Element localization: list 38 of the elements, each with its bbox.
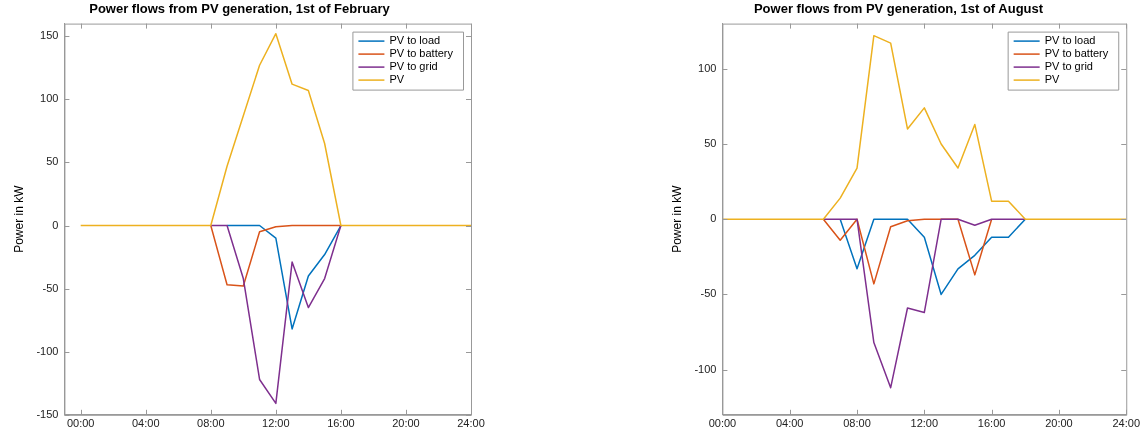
chart-title: Power flows from PV generation, 1st of February (89, 1, 391, 17)
x-tick-label: 00:00 (66, 417, 95, 430)
y-tick-label: -100 (36, 344, 59, 357)
y-tick-label: 0 (52, 218, 59, 231)
x-tick-label: 08:00 (843, 417, 871, 430)
y-tick-label: -50 (42, 281, 59, 294)
x-tick-label: 08:00 (197, 417, 225, 430)
y-tick-label: 150 (40, 29, 59, 42)
x-tick-label: 24:00 (1112, 417, 1140, 430)
y-tick-label: 100 (40, 92, 59, 105)
y-tick-label: 100 (698, 61, 717, 74)
legend-label: PV to battery (389, 47, 454, 60)
y-tick-label: -50 (700, 287, 717, 300)
legend-label: PV to load (1044, 34, 1096, 47)
x-tick-label: 20:00 (1045, 417, 1073, 430)
y-axis-title: Power in kW (669, 184, 684, 253)
y-axis-title: Power in kW (11, 184, 26, 253)
legend-label: PV to grid (389, 60, 438, 73)
x-tick-label: 16:00 (977, 417, 1006, 430)
legend-label: PV (389, 73, 405, 86)
x-tick-label: 12:00 (910, 417, 939, 430)
y-tick-label: -100 (694, 362, 717, 375)
x-tick-label: 16:00 (327, 417, 355, 430)
y-tick-label: -150 (36, 407, 59, 420)
legend-label: PV to grid (1044, 60, 1093, 73)
x-tick-label: 20:00 (392, 417, 420, 430)
legend-label: PV (1044, 73, 1060, 86)
y-tick-label: 50 (704, 137, 717, 149)
x-tick-label: 24:00 (457, 417, 485, 430)
legend-label: PV to battery (1044, 47, 1109, 60)
x-tick-label: 04:00 (131, 417, 160, 430)
x-tick-label: 12:00 (262, 417, 290, 430)
x-tick-label: 04:00 (775, 417, 804, 430)
chart-title: Power flows from PV generation, 1st of August (753, 1, 1044, 17)
legend-label: PV to load (389, 34, 441, 47)
y-tick-label: 0 (710, 212, 717, 225)
x-tick-label: 00:00 (708, 417, 737, 430)
y-tick-label: 50 (46, 155, 59, 168)
